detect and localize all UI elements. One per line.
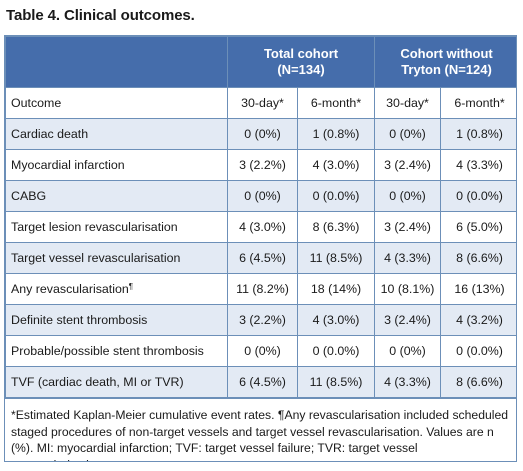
table-row: Target lesion revascularisation 4 (3.0%) 8… (5, 211, 516, 243)
table-row: Myocardial infarction 3 (2.2%) 4 (3.0%) 3 (… (5, 149, 516, 181)
group-header-line: Tryton (N=124) (401, 62, 492, 77)
outcome-column-header: Outcome (5, 87, 228, 119)
value-cell: 0 (0.0%) (440, 180, 516, 212)
group-header-line: Total cohort (263, 46, 339, 61)
value-cell: 4 (3.0%) (296, 149, 376, 181)
value-cell: 3 (2.2%) (227, 149, 298, 181)
value-cell: 8 (6.6%) (440, 242, 516, 274)
group-header-line: (N=134) (277, 62, 325, 77)
outcome-label: Target vessel revascularisation (5, 242, 228, 274)
value-cell: 4 (3.3%) (374, 242, 442, 274)
group-header-line: Cohort without (400, 46, 493, 61)
value-cell: 16 (13%) (440, 273, 516, 305)
column-header-6-month: 6-month* (440, 87, 516, 119)
group-header-cohort-without-tryton: Cohort without Tryton (N=124) (374, 36, 516, 88)
value-cell: 11 (8.5%) (296, 242, 376, 274)
outcome-label-text: TVF (cardiac death, MI or TVR) (11, 375, 184, 389)
clinical-outcomes-table: Total cohort (N=134) Cohort without Tryt… (5, 36, 516, 398)
outcome-label: TVF (cardiac death, MI or TVR) (5, 366, 228, 398)
outcome-label: Myocardial infarction (5, 149, 228, 181)
column-header-6-month: 6-month* (296, 87, 376, 119)
outcome-label: Any revascularisation¶ (5, 273, 228, 305)
value-cell: 11 (8.5%) (296, 366, 376, 398)
table-row: TVF (cardiac death, MI or TVR) 6 (4.5%) 11… (5, 366, 516, 398)
column-header-30-day: 30-day* (227, 87, 298, 119)
table-row: Cardiac death 0 (0%) 1 (0.8%) 0 (0%) 1 (0.8%… (5, 118, 516, 150)
header-blank-cell (5, 36, 228, 88)
table-row: Definite stent thrombosis 3 (2.2%) 4 (3.0%… (5, 304, 516, 336)
table-frame: Total cohort (N=134) Cohort without Tryt… (4, 35, 517, 462)
group-header-row: Total cohort (N=134) Cohort without Tryt… (5, 36, 516, 88)
outcome-label-text: Cardiac death (11, 127, 89, 141)
value-cell: 0 (0%) (227, 180, 298, 212)
value-cell: 4 (3.0%) (296, 304, 376, 336)
column-header-30-day: 30-day* (374, 87, 442, 119)
value-cell: 3 (2.4%) (374, 149, 442, 181)
outcome-label: Cardiac death (5, 118, 228, 150)
outcome-label-text: Myocardial infarction (11, 158, 125, 172)
table-row: Target vessel revascularisation 6 (4.5%) 1… (5, 242, 516, 274)
value-cell: 11 (8.2%) (227, 273, 298, 305)
value-cell: 1 (0.8%) (296, 118, 376, 150)
value-cell: 4 (3.2%) (440, 304, 516, 336)
outcome-label-text: Any revascularisation (11, 282, 129, 296)
value-cell: 0 (0%) (374, 335, 442, 367)
outcome-label-text: CABG (11, 189, 47, 203)
value-cell: 0 (0.0%) (296, 180, 376, 212)
subheader-row: Outcome 30-day* 6-month* 30-day* 6-month… (5, 87, 516, 119)
value-cell: 8 (6.6%) (440, 366, 516, 398)
value-cell: 0 (0%) (227, 118, 298, 150)
outcome-label-text: Definite stent thrombosis (11, 313, 148, 327)
value-cell: 8 (6.3%) (296, 211, 376, 243)
value-cell: 0 (0%) (227, 335, 298, 367)
value-cell: 0 (0.0%) (440, 335, 516, 367)
table-row: Probable/possible stent thrombosis 0 (0%)… (5, 335, 516, 367)
value-cell: 18 (14%) (296, 273, 376, 305)
table-footnote: *Estimated Kaplan-Meier cumulative event… (5, 398, 516, 461)
footnote-marker: ¶ (128, 282, 134, 291)
table-row: Any revascularisation¶ 11 (8.2%) 18 (14%) 1… (5, 273, 516, 305)
value-cell: 3 (2.4%) (374, 211, 442, 243)
value-cell: 4 (3.3%) (440, 149, 516, 181)
group-header-total-cohort: Total cohort (N=134) (226, 36, 376, 88)
value-cell: 1 (0.8%) (440, 118, 516, 150)
value-cell: 0 (0%) (374, 180, 442, 212)
table-row: CABG 0 (0%) 0 (0.0%) 0 (0%) 0 (0.0%) (5, 180, 516, 212)
value-cell: 10 (8.1%) (374, 273, 442, 305)
value-cell: 0 (0.0%) (296, 335, 376, 367)
outcome-label-text: Target lesion revascularisation (11, 220, 178, 234)
table-caption: Table 4. Clinical outcomes. (6, 7, 195, 24)
value-cell: 4 (3.0%) (227, 211, 298, 243)
value-cell: 0 (0%) (374, 118, 442, 150)
outcome-label: Target lesion revascularisation (5, 211, 228, 243)
value-cell: 4 (3.3%) (374, 366, 442, 398)
outcome-label: CABG (5, 180, 228, 212)
value-cell: 3 (2.4%) (374, 304, 442, 336)
value-cell: 3 (2.2%) (227, 304, 298, 336)
outcome-label-text: Probable/possible stent thrombosis (11, 344, 204, 358)
outcome-label: Definite stent thrombosis (5, 304, 228, 336)
value-cell: 6 (5.0%) (440, 211, 516, 243)
outcome-label: Probable/possible stent thrombosis (5, 335, 228, 367)
outcome-label-text: Target vessel revascularisation (11, 251, 181, 265)
value-cell: 6 (4.5%) (227, 366, 298, 398)
value-cell: 6 (4.5%) (227, 242, 298, 274)
